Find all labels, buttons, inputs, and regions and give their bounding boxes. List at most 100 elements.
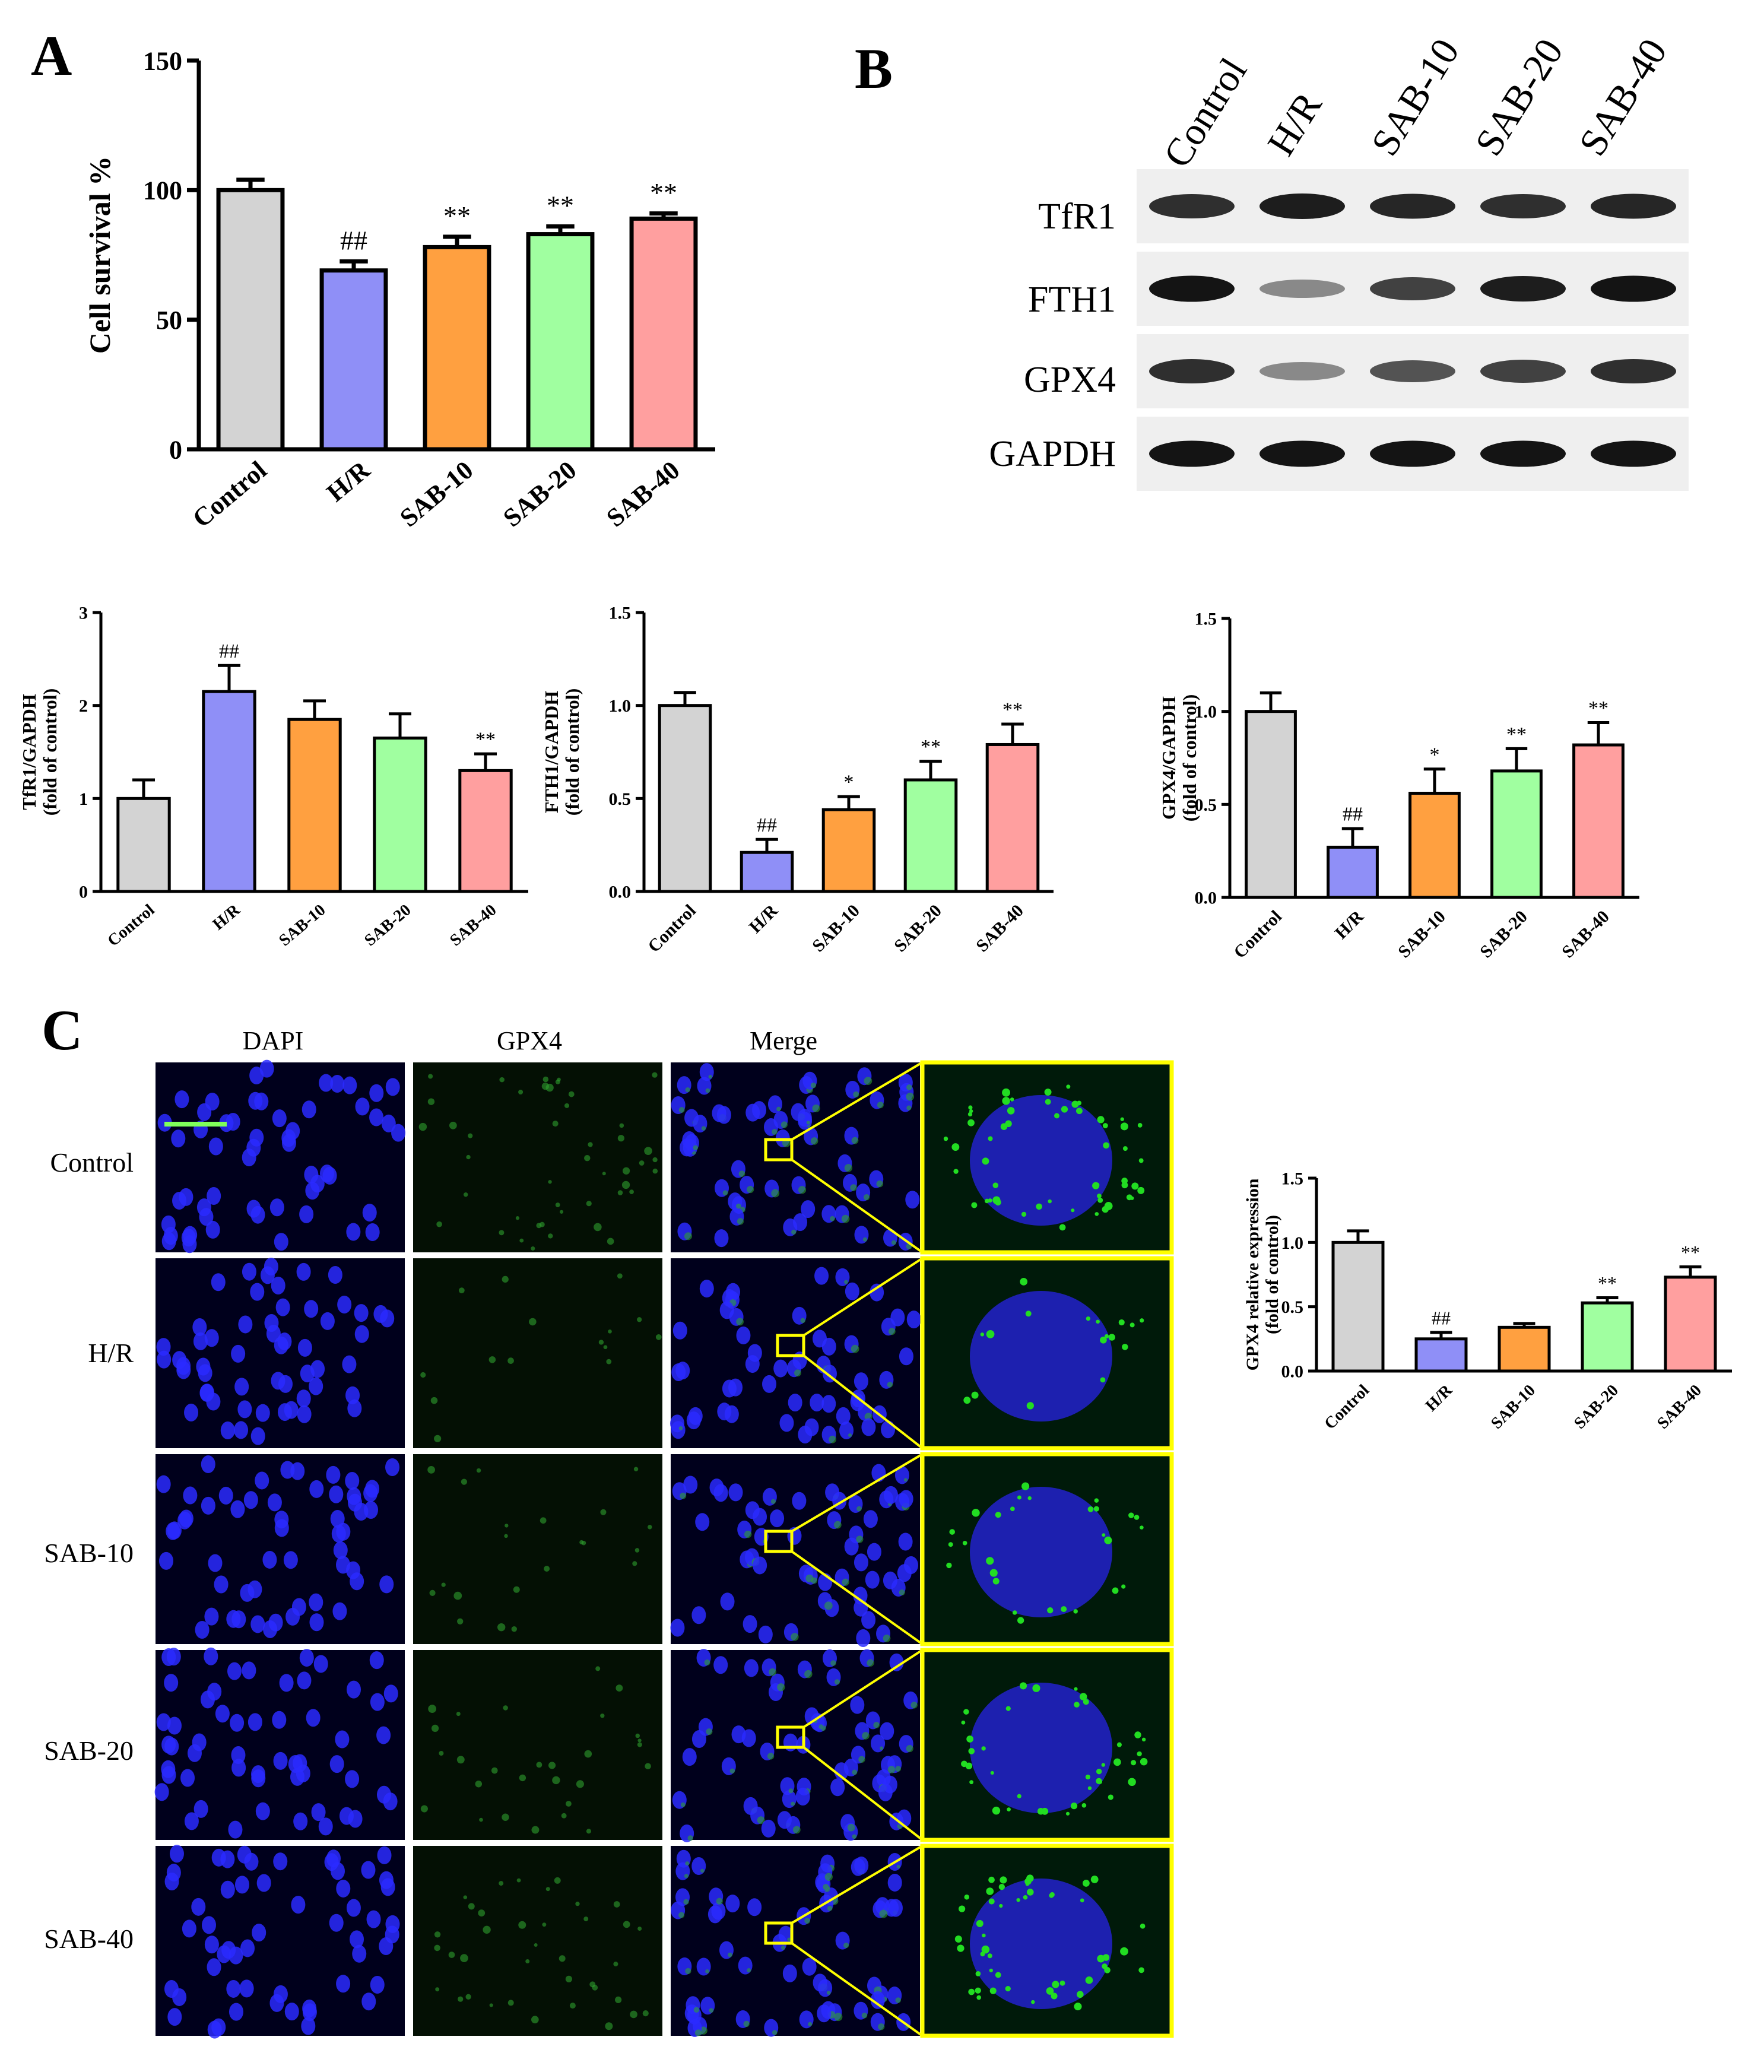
- green-signal: [705, 1969, 710, 1973]
- nucleus: [252, 1924, 266, 1942]
- blot-band: [1591, 275, 1676, 302]
- nucleus: [217, 1945, 231, 1963]
- y-tick-label: 0.5: [1195, 795, 1217, 815]
- zoom-green-dot: [975, 1987, 981, 1994]
- zoom-green-dot: [998, 1883, 1005, 1890]
- nucleus: [326, 1849, 341, 1868]
- nucleus: [272, 1109, 287, 1128]
- green-signal: [834, 1679, 840, 1685]
- zoom-line: [791, 1061, 924, 1141]
- nucleus: [346, 1899, 361, 1917]
- zoom-green-dot: [1031, 2000, 1035, 2004]
- nucleus: [691, 1730, 706, 1749]
- bar-1: [319, 268, 388, 452]
- nucleus: [296, 1262, 311, 1281]
- green-signal: [434, 1944, 440, 1952]
- zoom-green-dot: [992, 1182, 999, 1188]
- significance-label: **: [1681, 1242, 1700, 1263]
- bar-4: [985, 743, 1040, 893]
- green-signal: [830, 1660, 836, 1666]
- green-signal: [465, 1994, 471, 2000]
- zoom-green-dot: [968, 1105, 973, 1110]
- nucleus: [306, 1709, 321, 1727]
- green-signal: [791, 1633, 799, 1641]
- green-signal: [847, 1823, 855, 1832]
- zoom-line: [791, 1942, 924, 2037]
- nucleus: [880, 1722, 894, 1740]
- nucleus: [854, 1372, 868, 1391]
- nucleus: [231, 1746, 246, 1765]
- if-image-grid: [154, 1059, 1174, 2039]
- zoom-green-dot: [1021, 1482, 1030, 1490]
- green-signal: [685, 1968, 691, 1975]
- green-signal: [436, 1221, 442, 1227]
- blot-band: [1370, 277, 1455, 300]
- zoom-green-dot: [1032, 1684, 1040, 1692]
- zoom-green-dot: [1061, 1606, 1067, 1613]
- green-signal: [603, 1345, 608, 1350]
- nucleus: [707, 1905, 722, 1924]
- green-signal: [531, 2016, 539, 2024]
- green-signal: [642, 2010, 649, 2017]
- significance-label: **: [1598, 1273, 1617, 1294]
- zoom-green-dot: [1108, 1794, 1113, 1800]
- green-signal: [491, 1767, 498, 1774]
- nucleus: [207, 2020, 222, 2039]
- green-signal: [579, 1540, 584, 1545]
- green-signal: [824, 1601, 833, 1610]
- zoom-green-dot: [946, 1562, 952, 1569]
- green-signal: [895, 1997, 901, 2003]
- green-signal: [906, 1093, 915, 1101]
- zoom-frame: [920, 1256, 1174, 1451]
- blot-band: [1259, 193, 1345, 219]
- zoom-green-dot: [1103, 1142, 1109, 1149]
- nucleus: [161, 1232, 176, 1251]
- significance-label: **: [921, 736, 941, 758]
- zoom-green-dot: [1079, 1693, 1087, 1700]
- nucleus: [329, 1755, 344, 1773]
- nucleus: [683, 1476, 698, 1494]
- nucleus: [208, 1137, 223, 1156]
- significance-label: **: [475, 729, 496, 751]
- zoom-green-dot: [1046, 1987, 1054, 1995]
- green-signal: [542, 1076, 549, 1083]
- green-signal: [728, 1952, 732, 1957]
- significance-label: **: [1588, 697, 1608, 719]
- green-signal: [427, 1466, 435, 1474]
- nucleus: [207, 1683, 222, 1701]
- green-signal: [700, 1868, 705, 1873]
- green-signal: [848, 1433, 852, 1438]
- green-signal: [456, 1756, 465, 1764]
- zoom-green-dot: [1137, 1123, 1143, 1128]
- green-signal: [502, 1813, 509, 1822]
- nucleus: [269, 1198, 284, 1217]
- zoom-green-dot: [1054, 1113, 1059, 1119]
- significance-label: ##: [340, 226, 367, 256]
- green-signal: [812, 1104, 820, 1113]
- green-signal: [888, 1328, 896, 1335]
- zoom-green-dot: [1108, 1334, 1115, 1341]
- nucleus: [369, 1108, 384, 1127]
- zoom-green-dot: [1090, 1876, 1099, 1883]
- green-signal: [623, 1921, 630, 1928]
- nucleus: [672, 1321, 687, 1340]
- zoom-green-dot: [962, 1540, 967, 1546]
- green-signal: [794, 1369, 801, 1377]
- nucleus: [329, 1485, 344, 1503]
- nucleus: [342, 1076, 357, 1094]
- nucleus: [227, 1662, 242, 1680]
- green-signal: [594, 1223, 602, 1232]
- nucleus: [779, 1414, 794, 1432]
- green-signal: [504, 1534, 508, 1538]
- green-signal: [841, 1214, 850, 1223]
- nucleus: [861, 1611, 876, 1629]
- nucleus: [362, 1204, 377, 1222]
- bar-2: [287, 718, 342, 893]
- zoom-green-dot: [1048, 1199, 1052, 1204]
- zoom-green-dot: [986, 1887, 994, 1895]
- zoom-green-dot: [1138, 1967, 1144, 1973]
- green-signal: [602, 1172, 606, 1176]
- gpx4-image: [413, 1454, 662, 1644]
- nucleus: [377, 1846, 392, 1864]
- nucleus: [255, 1802, 270, 1820]
